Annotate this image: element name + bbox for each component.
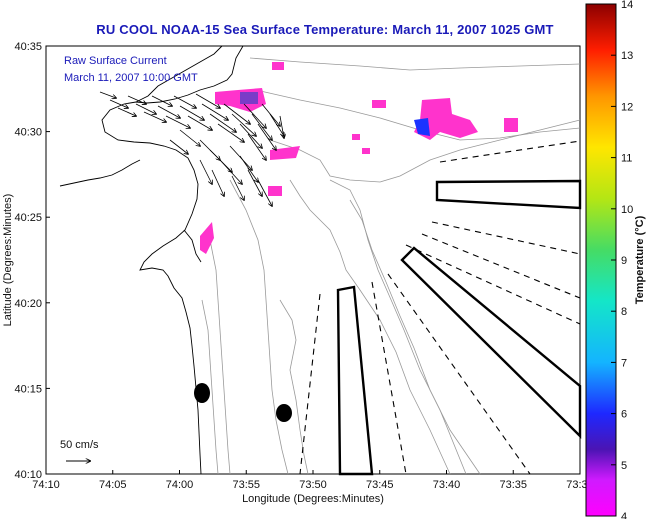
colorbar-tick-label: 4	[621, 511, 627, 519]
bathymetry-contours	[201, 57, 581, 475]
colorbar-tick-label: 11	[621, 153, 632, 165]
colorbar-tick-label: 7	[621, 357, 627, 369]
y-tick-label: 40:30	[14, 127, 42, 139]
x-axis-label: Longitude (Degrees:Minutes)	[242, 493, 384, 505]
x-tick-label: 73:45	[366, 479, 394, 491]
y-tick-label: 40:20	[14, 298, 42, 310]
x-tick-label: 74:10	[32, 479, 60, 491]
coastline	[59, 45, 244, 475]
colorbar-label: Temperature (°C)	[634, 215, 646, 304]
colorbar-tick-label: 6	[621, 409, 627, 421]
scale-label: 50 cm/s	[60, 439, 99, 451]
y-tick-label: 40:35	[14, 41, 42, 53]
x-tick-label: 73:35	[499, 479, 527, 491]
sst-patches	[200, 62, 518, 254]
overlay-line1: Raw Surface Current	[64, 55, 167, 67]
colorbar-tick-label: 12	[621, 101, 633, 113]
y-tick-label: 40:25	[14, 212, 42, 224]
plot-frame	[45, 45, 581, 475]
y-tick-label: 40:15	[14, 383, 42, 395]
chart-title: RU COOL NOAA-15 Sea Surface Temperature:…	[96, 22, 554, 37]
current-vectors	[99, 91, 284, 206]
x-tick-label: 73:40	[433, 479, 461, 491]
colorbar-ticks: 14 13 12 11 10 9 8 7 6 5 4	[611, 0, 633, 519]
y-tick-label: 40:10	[14, 469, 42, 481]
coverage-masks	[299, 140, 582, 476]
colorbar-tick-label: 13	[621, 50, 633, 62]
y-axis-ticks: 40:35 40:30 40:25 40:20 40:15 40:10	[14, 41, 50, 481]
y-axis-label: Latitude (Degrees:Minutes)	[2, 194, 14, 327]
colorbar-tick-label: 10	[621, 204, 633, 216]
x-tick-label: 74:05	[99, 479, 127, 491]
colorbar-tick-label: 9	[621, 255, 627, 267]
station-marker	[276, 404, 292, 422]
colorbar-tick-label: 8	[621, 306, 627, 318]
x-tick-label: 73:55	[232, 479, 260, 491]
overlay-line2: March 11, 2007 10:00 GMT	[64, 72, 198, 84]
x-tick-label: 73:50	[299, 479, 327, 491]
station-marker	[194, 383, 210, 403]
colorbar-tick-label: 14	[621, 0, 633, 11]
x-tick-label: 74:00	[166, 479, 194, 491]
x-axis-ticks: 74:10 74:05 74:00 73:55 73:50 73:45 73:40 73:35…	[32, 470, 594, 491]
colorbar-tick-label: 5	[621, 460, 627, 472]
